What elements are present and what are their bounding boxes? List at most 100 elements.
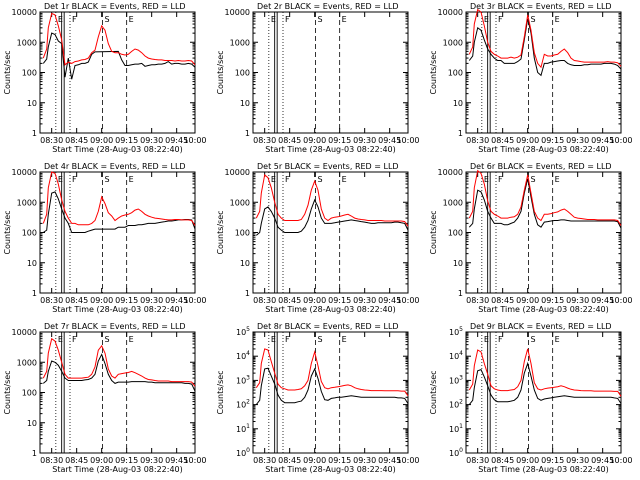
chart-panel-det-5: Det 5r BLACK = Events, RED = LLD 1 10 100 10…	[216, 162, 420, 314]
time-marker-label: E	[484, 175, 489, 184]
x-tick-label: 10:00	[183, 296, 206, 305]
y-tick-label: 100	[448, 69, 463, 78]
x-tick-label: 09:15	[115, 296, 138, 305]
x-axis-label: Start Time (28-Aug-03 08:22:40)	[52, 145, 183, 154]
y-tick-label: 104	[236, 350, 250, 361]
time-marker-label: F	[72, 15, 77, 24]
x-tick-label: 10:00	[609, 296, 632, 305]
time-marker-label: S	[531, 175, 536, 184]
y-tick-label: 10000	[12, 8, 37, 17]
x-tick-label: 09:30	[353, 456, 376, 465]
x-tick-label: 10:00	[396, 296, 419, 305]
x-tick-label: 09:15	[328, 296, 351, 305]
x-tick-label: 08:30	[40, 456, 63, 465]
time-marker-label: E	[58, 15, 63, 24]
y-tick-label: 10	[240, 259, 250, 268]
x-tick-label: 09:45	[378, 136, 401, 145]
y-tick-label: 1000	[443, 198, 463, 207]
series-line-lld	[468, 169, 622, 226]
plot-frame	[465, 11, 622, 134]
x-tick-label: 09:15	[541, 136, 564, 145]
y-axis-label: Counts/sec	[216, 370, 225, 414]
time-marker-label: E	[129, 175, 134, 184]
x-tick-label: 08:45	[278, 456, 301, 465]
series-line-lld	[468, 348, 622, 397]
chart-panel-det-6: Det 6r BLACK = Events, RED = LLD 1 10 100 10…	[429, 162, 633, 314]
y-tick-label: 100	[235, 229, 250, 238]
time-marker-label: E	[58, 335, 63, 344]
time-marker-label: S	[105, 335, 110, 344]
x-axis-label: Start Time (28-Aug-03 08:22:40)	[478, 145, 609, 154]
time-marker-label: E	[129, 15, 134, 24]
y-tick-label: 10	[27, 419, 37, 428]
y-tick-label: 10000	[438, 8, 463, 17]
y-tick-label: 10	[240, 99, 250, 108]
x-tick-label: 09:30	[353, 296, 376, 305]
y-axis-label: Counts/sec	[429, 370, 438, 414]
series-line-lld	[42, 12, 196, 66]
x-tick-label: 09:45	[378, 456, 401, 465]
y-tick-label: 1	[458, 129, 463, 138]
plot-frame	[39, 11, 196, 134]
time-marker-label: E	[555, 15, 560, 24]
y-tick-label: 100	[22, 229, 37, 238]
time-marker-label: E	[271, 175, 276, 184]
x-tick-label: 09:30	[140, 456, 163, 465]
x-tick-label: 09:15	[328, 456, 351, 465]
y-tick-label: 101	[449, 423, 463, 434]
x-tick-label: 09:30	[566, 136, 589, 145]
time-marker-label: E	[342, 15, 347, 24]
y-tick-label: 1	[458, 289, 463, 298]
x-tick-label: 09:30	[566, 456, 589, 465]
y-tick-label: 10	[27, 99, 37, 108]
y-tick-label: 103	[236, 374, 250, 385]
series-line-lld	[42, 171, 196, 226]
x-tick-label: 08:30	[253, 136, 276, 145]
x-tick-label: 09:00	[90, 296, 113, 305]
x-tick-label: 08:45	[278, 296, 301, 305]
y-tick-label: 103	[449, 374, 463, 385]
x-tick-label: 09:00	[303, 296, 326, 305]
series-line-events	[42, 32, 196, 80]
y-tick-label: 100	[22, 69, 37, 78]
y-axis-label: Counts/sec	[429, 210, 438, 254]
x-tick-label: 10:00	[183, 456, 206, 465]
y-tick-label: 102	[449, 399, 463, 410]
x-tick-label: 09:15	[541, 296, 564, 305]
series-line-lld	[255, 348, 409, 397]
plot-frame	[252, 331, 409, 454]
x-axis-label: Start Time (28-Aug-03 08:22:40)	[52, 465, 183, 474]
x-tick-label: 09:00	[303, 136, 326, 145]
x-tick-label: 08:30	[466, 296, 489, 305]
y-tick-label: 10000	[225, 168, 250, 177]
y-tick-label: 102	[236, 399, 250, 410]
x-tick-label: 08:45	[491, 456, 514, 465]
time-marker-label: S	[105, 175, 110, 184]
y-tick-label: 100	[448, 229, 463, 238]
x-tick-label: 09:15	[328, 136, 351, 145]
time-marker-label: S	[531, 335, 536, 344]
x-tick-label: 09:45	[165, 296, 188, 305]
x-tick-label: 09:00	[303, 456, 326, 465]
series-line-events	[468, 178, 622, 229]
series-line-events	[468, 361, 622, 405]
x-tick-label: 08:45	[65, 296, 88, 305]
y-tick-label: 1	[245, 289, 250, 298]
time-marker-label: F	[498, 15, 503, 24]
x-tick-label: 10:00	[609, 136, 632, 145]
y-tick-label: 1	[32, 289, 37, 298]
plot-frame	[465, 171, 622, 294]
time-marker-label: F	[498, 175, 503, 184]
y-tick-label: 101	[236, 423, 250, 434]
y-tick-label: 10	[453, 99, 463, 108]
x-tick-label: 09:00	[90, 136, 113, 145]
y-axis-label: Counts/sec	[216, 210, 225, 254]
time-marker-label: E	[342, 175, 347, 184]
time-marker-label: S	[531, 15, 536, 24]
x-axis-label: Start Time (28-Aug-03 08:22:40)	[478, 305, 609, 314]
y-tick-label: 10	[27, 259, 37, 268]
panel-title: Det 8r BLACK = Events, RED = LLD	[257, 322, 399, 331]
x-axis-label: Start Time (28-Aug-03 08:22:40)	[52, 305, 183, 314]
series-line-events	[468, 18, 622, 77]
x-tick-label: 10:00	[183, 136, 206, 145]
